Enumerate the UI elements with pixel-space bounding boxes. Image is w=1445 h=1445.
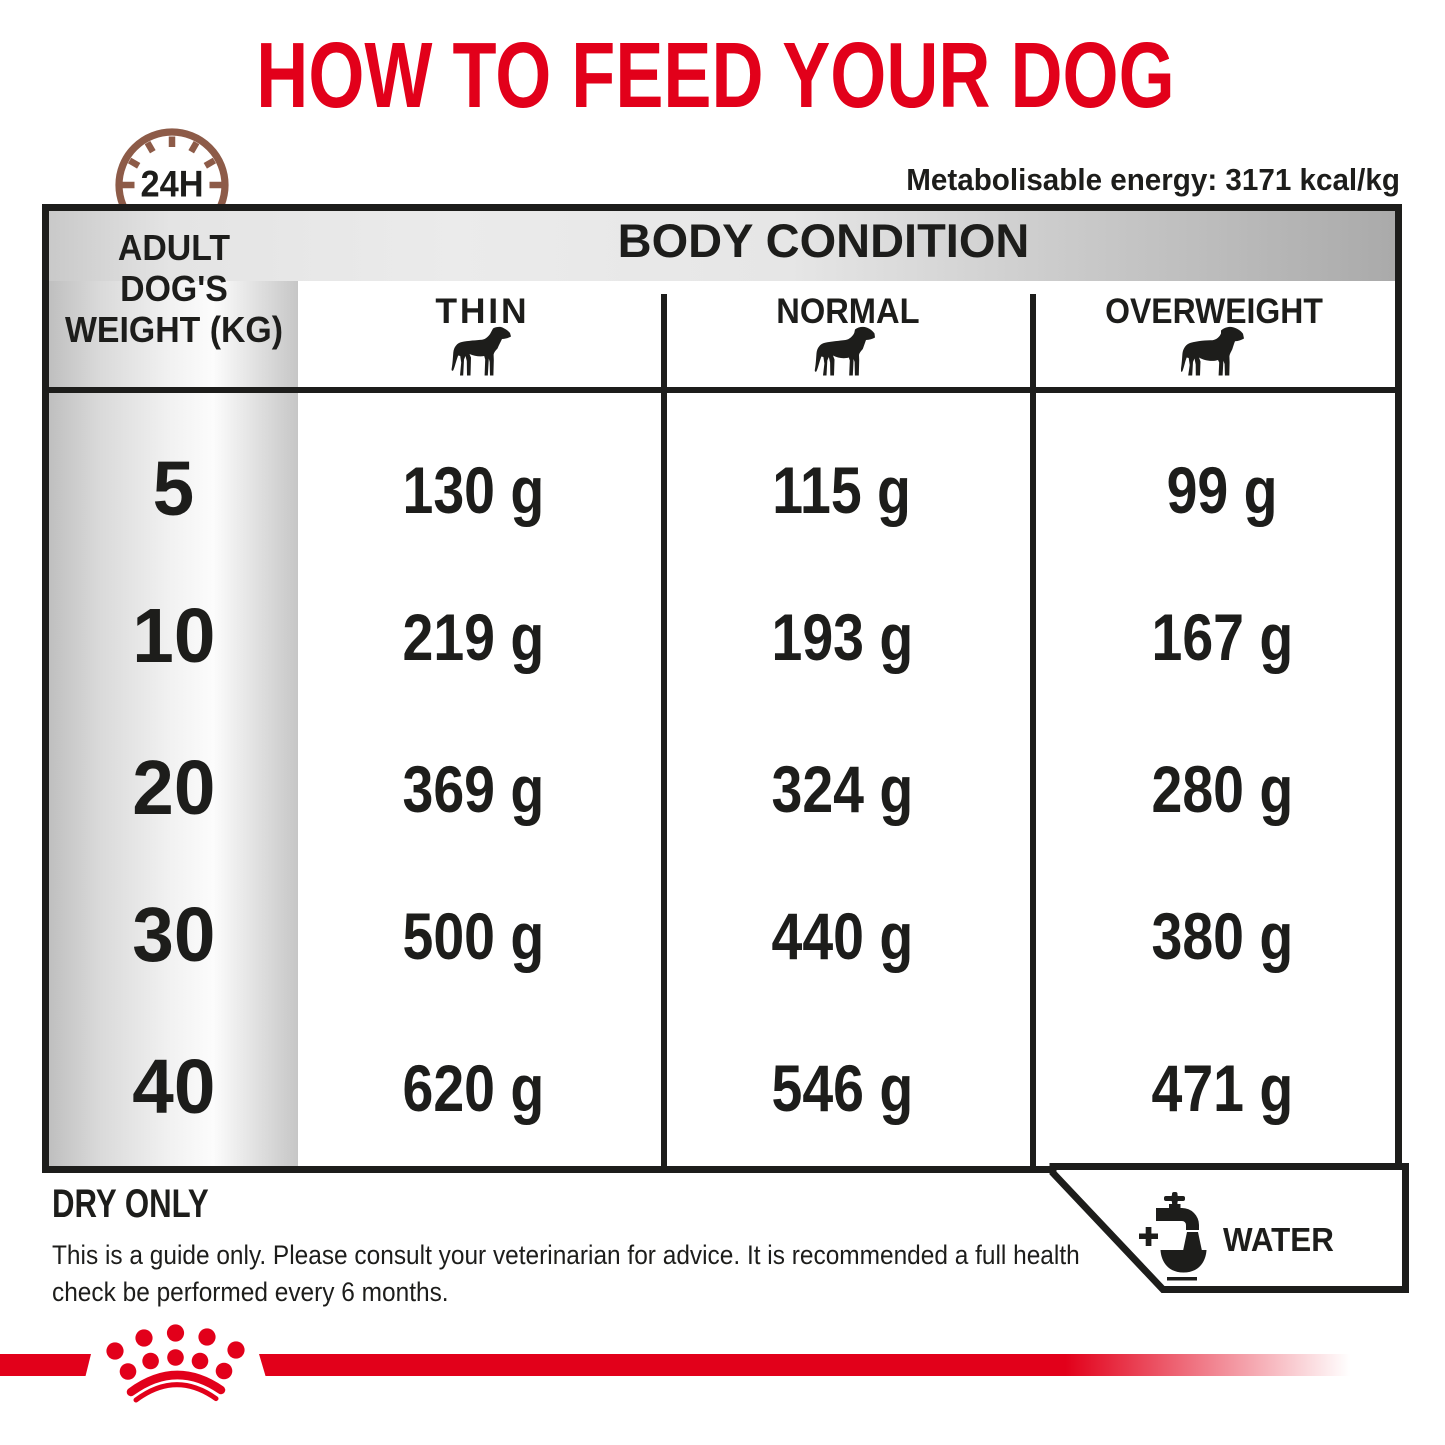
svg-text:WATER: WATER	[1223, 1221, 1334, 1258]
svg-text:24H: 24H	[140, 163, 203, 204]
